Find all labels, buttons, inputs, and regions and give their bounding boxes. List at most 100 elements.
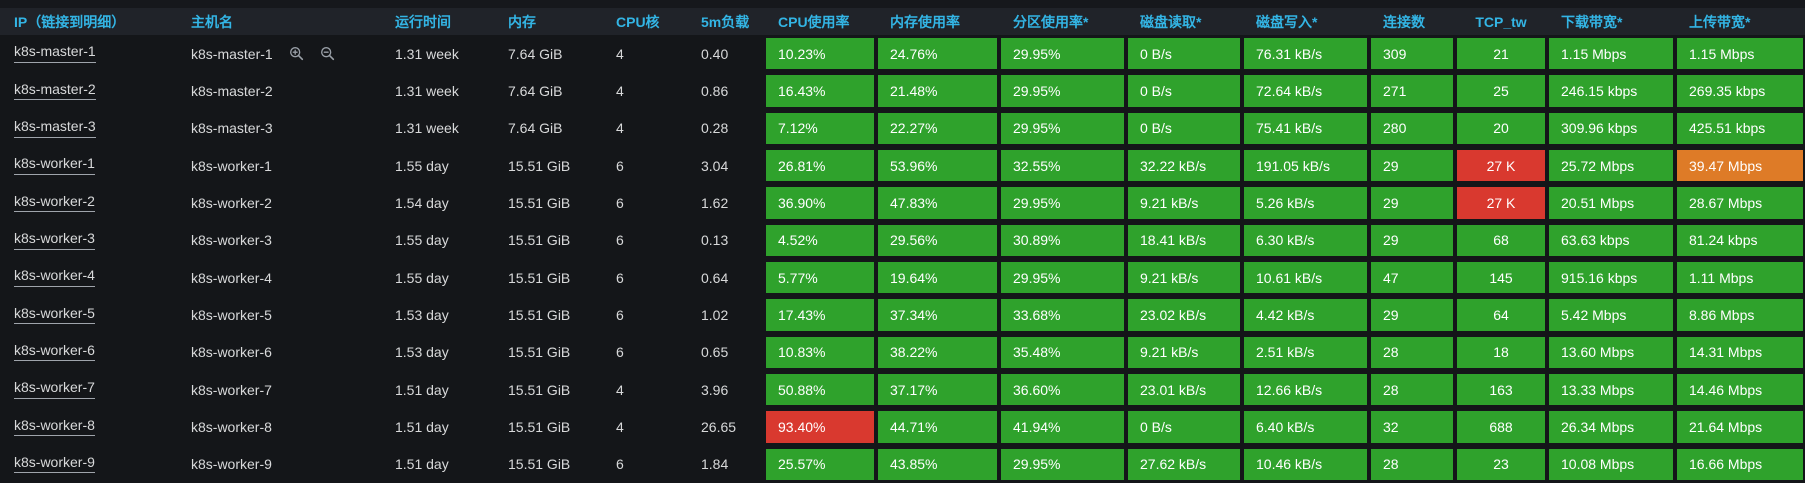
cell-load: 26.65	[687, 408, 764, 445]
ip-link[interactable]: k8s-master-1	[14, 44, 96, 63]
cell-tcptw: 145	[1455, 259, 1547, 296]
value-pill-down: 26.34 Mbps	[1549, 411, 1673, 443]
ip-link[interactable]: k8s-master-2	[14, 81, 96, 101]
column-header-cores[interactable]: CPU核	[616, 13, 660, 30]
cell-text-host: k8s-worker-5	[191, 306, 272, 323]
column-header-mem[interactable]: 内存	[508, 13, 536, 30]
value-pill-cpu: 93.40%	[766, 411, 874, 443]
ip-link[interactable]: k8s-worker-5	[14, 305, 95, 325]
cell-host: k8s-worker-7	[177, 371, 381, 408]
cell-tcptw: 23	[1455, 446, 1547, 483]
cell-part: 29.95%	[999, 35, 1126, 72]
column-header-cpu[interactable]: CPU使用率	[778, 13, 850, 30]
ip-link[interactable]: k8s-worker-9	[14, 454, 95, 474]
cell-text-load: 0.40	[701, 45, 729, 62]
cell-part: 29.95%	[999, 184, 1126, 221]
value-pill-tcptw: 21	[1457, 38, 1545, 70]
cell-mem: 7.64 GiB	[494, 110, 602, 147]
cell-text-load: 3.96	[701, 381, 729, 398]
cell-uptime: 1.55 day	[381, 147, 494, 184]
value-pill-memp: 29.56%	[878, 224, 997, 256]
value-pill-tcptw: 23	[1457, 448, 1545, 480]
cell-conns: 28	[1369, 334, 1455, 371]
cell-cpu: 10.23%	[764, 35, 876, 72]
ip-link[interactable]: k8s-master-3	[14, 118, 96, 138]
column-header-host[interactable]: 主机名	[191, 13, 233, 30]
value-pill-down: 246.15 kbps	[1549, 75, 1673, 107]
value-pill-cpu: 16.43%	[766, 75, 874, 107]
cell-diskr: 0 B/s	[1126, 72, 1242, 109]
ip-link[interactable]: k8s-worker-7	[14, 380, 95, 399]
column-header-down[interactable]: 下载带宽*	[1561, 13, 1623, 30]
cell-diskw: 6.40 kB/s	[1242, 408, 1369, 445]
zoom-in-icon[interactable]	[289, 46, 304, 61]
cell-up: 81.24 kbps	[1675, 222, 1805, 259]
cell-conns: 29	[1369, 222, 1455, 259]
cell-text-load: 1.84	[701, 456, 729, 473]
value-pill-tcptw: 688	[1457, 411, 1545, 443]
cell-conns: 28	[1369, 446, 1455, 483]
cell-text-uptime: 1.53 day	[395, 344, 449, 361]
cell-diskw: 76.31 kB/s	[1242, 35, 1369, 72]
cell-text-mem: 15.51 GiB	[508, 232, 571, 249]
zoom-out-icon[interactable]	[320, 46, 335, 61]
ip-link[interactable]: k8s-worker-3	[14, 230, 95, 250]
value-pill-cpu: 50.88%	[766, 373, 874, 406]
ip-link[interactable]: k8s-worker-4	[14, 268, 95, 287]
cell-load: 0.65	[687, 334, 764, 371]
value-pill-down: 25.72 Mbps	[1549, 149, 1673, 182]
value-pill-conns: 309	[1371, 38, 1453, 70]
cell-mem: 15.51 GiB	[494, 259, 602, 296]
cell-part: 29.95%	[999, 446, 1126, 483]
cell-cores: 4	[602, 110, 687, 147]
value-pill-up: 1.11 Mbps	[1677, 261, 1803, 294]
cell-up: 14.46 Mbps	[1675, 371, 1805, 408]
ip-link[interactable]: k8s-worker-2	[14, 193, 95, 213]
cell-ip: k8s-worker-2	[0, 184, 177, 221]
column-header-diskr[interactable]: 磁盘读取*	[1140, 13, 1202, 30]
column-header-tcptw[interactable]: TCP_tw	[1475, 13, 1527, 30]
value-pill-cpu: 10.83%	[766, 336, 874, 368]
cell-text-cores: 6	[616, 344, 624, 361]
column-header-up[interactable]: 上传带宽*	[1689, 13, 1751, 30]
column-header-uptime[interactable]: 运行时间	[395, 13, 451, 30]
cell-memp: 38.22%	[876, 334, 999, 371]
ip-link[interactable]: k8s-worker-1	[14, 156, 95, 175]
cell-text-uptime: 1.55 day	[395, 232, 449, 249]
cell-diskr: 0 B/s	[1126, 110, 1242, 147]
cell-part: 29.95%	[999, 259, 1126, 296]
ip-link[interactable]: k8s-worker-6	[14, 342, 95, 362]
cell-up: 1.15 Mbps	[1675, 35, 1805, 72]
value-pill-cpu: 36.90%	[766, 187, 874, 219]
cell-host: k8s-worker-6	[177, 334, 381, 371]
cell-text-host: k8s-worker-1	[191, 157, 272, 174]
cell-memp: 43.85%	[876, 446, 999, 483]
column-header-load[interactable]: 5m负载	[701, 13, 750, 30]
column-header-ip[interactable]: IP（链接到明细）	[14, 13, 126, 30]
value-pill-tcptw: 20	[1457, 112, 1545, 144]
value-pill-diskr: 9.21 kB/s	[1128, 336, 1240, 368]
cell-conns: 32	[1369, 408, 1455, 445]
cell-tcptw: 64	[1455, 296, 1547, 333]
column-header-conns[interactable]: 连接数	[1383, 13, 1425, 30]
cell-diskw: 72.64 kB/s	[1242, 72, 1369, 109]
cell-host: k8s-worker-2	[177, 184, 381, 221]
cell-ip: k8s-worker-3	[0, 222, 177, 259]
cell-mem: 15.51 GiB	[494, 184, 602, 221]
cell-mem: 7.64 GiB	[494, 72, 602, 109]
cell-uptime: 1.51 day	[381, 371, 494, 408]
cell-ip: k8s-worker-4	[0, 259, 177, 296]
column-header-diskw[interactable]: 磁盘写入*	[1256, 13, 1318, 30]
cell-text-mem: 15.51 GiB	[508, 157, 571, 174]
column-header-part[interactable]: 分区使用率*	[1013, 13, 1089, 30]
cell-conns: 47	[1369, 259, 1455, 296]
cell-diskw: 2.51 kB/s	[1242, 334, 1369, 371]
cell-tcptw: 18	[1455, 334, 1547, 371]
cell-host: k8s-worker-4	[177, 259, 381, 296]
ip-link[interactable]: k8s-worker-8	[14, 417, 95, 437]
value-pill-memp: 44.71%	[878, 411, 997, 443]
cell-mem: 15.51 GiB	[494, 446, 602, 483]
cell-memp: 53.96%	[876, 147, 999, 184]
column-header-memp[interactable]: 内存使用率	[890, 13, 960, 30]
table-row: k8s-worker-8 k8s-worker-8 1.51 day 15.51 Gi…	[0, 408, 1805, 445]
